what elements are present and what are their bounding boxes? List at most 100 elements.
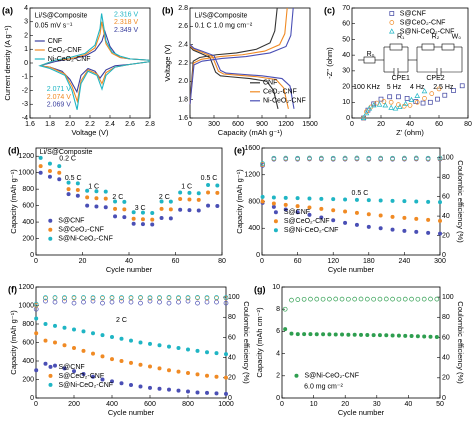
data-point — [176, 346, 181, 351]
y-tick-label: 800 — [22, 186, 34, 193]
data-point — [397, 103, 403, 109]
data-point — [157, 295, 162, 300]
data-point — [382, 102, 389, 108]
data-point — [364, 109, 369, 115]
data-point — [150, 222, 155, 227]
data-point — [283, 155, 289, 161]
data-point — [214, 351, 219, 356]
data-point — [178, 197, 183, 202]
data-point — [403, 333, 408, 338]
x-tick-label: 1200 — [278, 121, 294, 128]
data-point — [168, 216, 173, 221]
data-point — [421, 88, 428, 94]
data-point — [147, 295, 153, 300]
data-point — [346, 296, 351, 302]
y-tick-label: 0 — [256, 252, 260, 259]
data-point — [71, 300, 77, 306]
panel-label: (f) — [8, 284, 17, 294]
y-tick-label: 800 — [22, 321, 34, 328]
data-point — [414, 216, 419, 221]
data-point — [339, 296, 345, 302]
data-point — [260, 199, 265, 204]
data-point — [319, 196, 324, 201]
data-point — [330, 155, 336, 161]
data-point — [34, 368, 39, 373]
data-point — [185, 298, 191, 304]
data-point — [425, 155, 431, 161]
data-point — [271, 155, 277, 161]
data-point — [119, 298, 124, 304]
y-tick-label: 400 — [248, 225, 260, 232]
x-tick-label: 60 — [435, 121, 443, 128]
x-tick-label: 80 — [218, 258, 226, 265]
data-point — [148, 364, 152, 369]
data-point — [205, 373, 209, 378]
data-point — [319, 215, 324, 220]
panel-label: (d) — [8, 145, 20, 155]
data-point — [52, 299, 58, 305]
y-tick-label: 0 — [24, 60, 28, 67]
y-tick-label: 10 — [272, 284, 280, 291]
data-point — [390, 198, 395, 203]
data-point — [66, 180, 71, 185]
data-point — [140, 217, 145, 222]
data-point — [66, 192, 71, 197]
data-point — [321, 332, 326, 337]
data-point — [215, 204, 220, 209]
data-point — [196, 197, 201, 202]
y2-tick-label: 0 — [228, 395, 232, 402]
y-axis-label: Capacity (mAh cm⁻²) — [255, 307, 264, 378]
data-point — [176, 369, 181, 374]
data-point — [75, 193, 80, 198]
data-point — [186, 347, 190, 352]
data-point — [195, 372, 200, 377]
data-point — [371, 333, 376, 338]
data-point — [119, 381, 124, 386]
data-point — [62, 325, 67, 330]
x-tick-label: 400 — [106, 401, 118, 408]
data-point — [396, 333, 401, 338]
annotation: 0.5 C — [352, 190, 369, 197]
data-point — [343, 209, 348, 214]
data-point — [47, 174, 52, 179]
x-axis-label: Cycle number — [338, 408, 385, 417]
y-tick-label: 60 — [342, 21, 350, 28]
data-point — [90, 298, 96, 304]
data-point — [122, 215, 127, 220]
data-point — [402, 199, 407, 204]
data-point — [178, 207, 183, 212]
data-point — [387, 94, 393, 100]
data-point — [436, 86, 442, 92]
data-point — [314, 296, 320, 302]
data-point — [426, 230, 431, 235]
data-point — [437, 155, 443, 161]
data-point — [47, 161, 52, 166]
y-tick-label: 3 — [24, 19, 28, 26]
data-point — [206, 190, 211, 195]
y-tick-label: 0 — [30, 252, 34, 259]
legend-swatch — [48, 382, 53, 387]
x-tick-label: 300 — [208, 121, 220, 128]
annotation: 5 Hz — [387, 84, 402, 91]
data-point — [390, 333, 395, 338]
y-tick-label: 1000 — [18, 170, 34, 177]
data-point — [129, 338, 133, 343]
x-tick-label: 180 — [363, 258, 375, 265]
legend-label: S@Ni-CeO₂-CNF — [400, 28, 455, 35]
y-tick-label: 200 — [22, 376, 34, 383]
plot-frame — [281, 286, 441, 399]
data-point — [122, 199, 127, 204]
data-point — [365, 332, 370, 337]
data-point — [113, 206, 118, 211]
data-point — [402, 228, 407, 233]
y2-tick-label: 20 — [228, 375, 236, 382]
annotation: 2.318 V — [114, 19, 138, 26]
x-tick-label: 1000 — [218, 401, 234, 408]
data-point — [167, 387, 171, 392]
data-point — [128, 295, 134, 300]
y-axis-label: Voltage (V) — [163, 44, 172, 82]
data-point — [224, 375, 228, 380]
series-line — [189, 7, 279, 109]
data-point — [366, 198, 371, 203]
data-point — [72, 369, 76, 374]
